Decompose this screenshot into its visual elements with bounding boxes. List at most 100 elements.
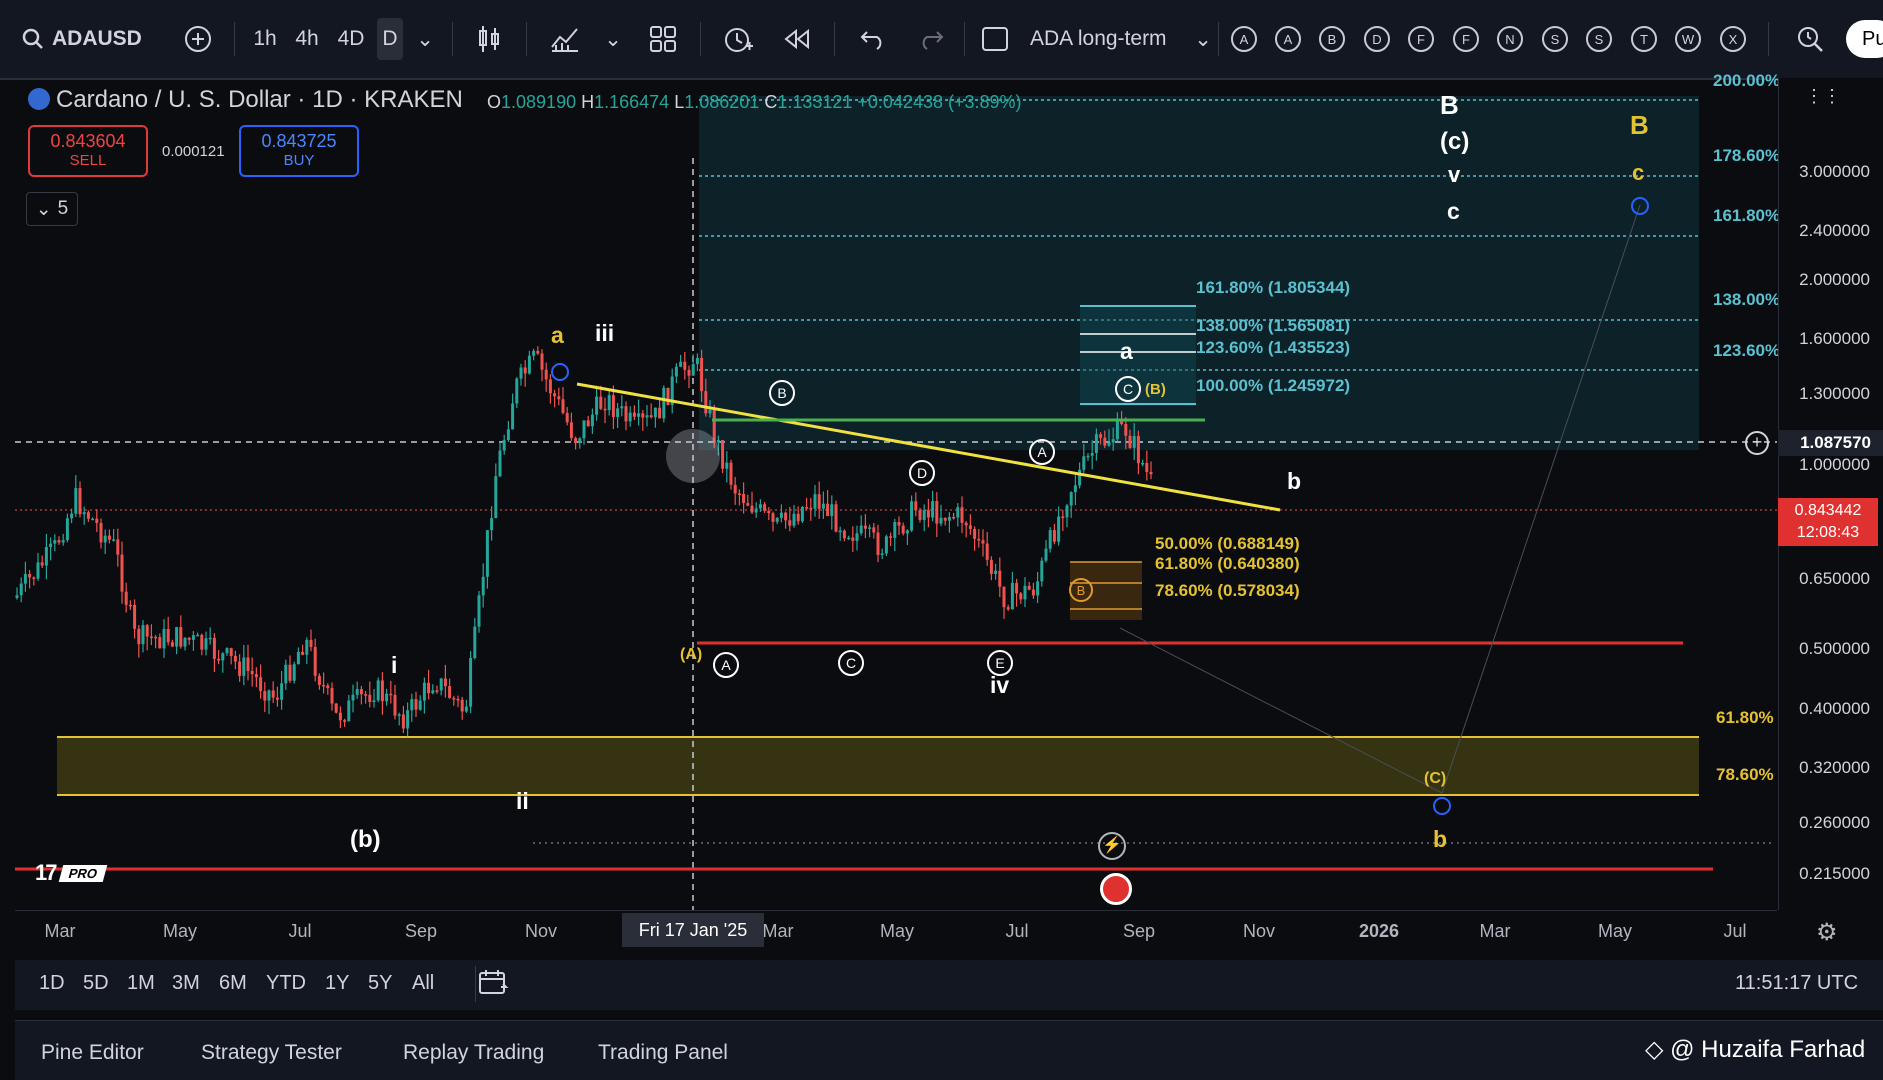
candle-body xyxy=(162,629,166,649)
candle-body xyxy=(1061,516,1065,519)
alert-letter-n[interactable]: N xyxy=(1497,26,1523,52)
change-value: +0.042438 (+3.89%) xyxy=(857,92,1022,112)
range-all[interactable]: All xyxy=(412,972,435,994)
candle-body xyxy=(233,656,237,662)
separator xyxy=(964,22,965,56)
candle-body xyxy=(183,637,187,647)
candle-body xyxy=(813,494,817,509)
interval-dropdown[interactable]: ⌄ xyxy=(410,18,440,60)
add-alert-plus-icon[interactable]: + xyxy=(1745,431,1769,455)
candle-body xyxy=(280,683,284,700)
candle-body xyxy=(368,694,372,702)
indicators-dropdown[interactable]: ⌄ xyxy=(600,18,626,60)
layout-name[interactable]: ADA long-term xyxy=(1030,27,1167,50)
symbol-legend[interactable]: Cardano / U. S. Dollar · 1D · KRAKEN xyxy=(28,86,463,114)
candle-body xyxy=(733,484,737,494)
candle-body xyxy=(481,576,485,596)
candle-body xyxy=(826,503,830,516)
symbol-search[interactable]: ADAUSD xyxy=(22,18,152,60)
range-1y[interactable]: 1Y xyxy=(325,972,350,994)
range-5d[interactable]: 5D xyxy=(83,972,109,994)
candle-body xyxy=(452,698,456,700)
sell-button[interactable]: 0.843604 SELL xyxy=(28,125,148,177)
candle-body xyxy=(1036,581,1040,596)
publish-button[interactable]: Pu xyxy=(1846,20,1883,58)
range-5y[interactable]: 5Y xyxy=(368,972,393,994)
lightning-event-icon[interactable]: ⚡ xyxy=(1098,832,1126,860)
range-ytd[interactable]: YTD xyxy=(266,972,306,994)
alert-letter-d[interactable]: D xyxy=(1364,26,1390,52)
tab-pine-editor[interactable]: Pine Editor xyxy=(41,1041,144,1064)
alert-letter-b[interactable]: B xyxy=(1319,26,1345,52)
candle-body xyxy=(355,689,359,695)
sell-label: SELL xyxy=(69,152,107,169)
candle-body xyxy=(385,693,389,702)
alert-letter-s[interactable]: S xyxy=(1586,26,1612,52)
tab-trading-panel[interactable]: Trading Panel xyxy=(598,1041,728,1064)
candle-body xyxy=(443,678,447,687)
tab-strategy-tester[interactable]: Strategy Tester xyxy=(201,1041,342,1064)
range-1d[interactable]: 1D xyxy=(39,972,65,994)
range-3m[interactable]: 3M xyxy=(172,972,200,994)
fib-label-786: 78.60% (0.578034) xyxy=(1155,581,1300,600)
gear-icon[interactable]: ⚙ xyxy=(1816,919,1838,946)
alert-letter-t[interactable]: T xyxy=(1631,26,1657,52)
candle-body xyxy=(65,518,69,541)
alert-letter-f[interactable]: F xyxy=(1408,26,1434,52)
compare-button[interactable] xyxy=(178,18,218,60)
quick-search-button[interactable] xyxy=(1792,18,1828,60)
scale-settings-icon[interactable]: ⋮⋮ xyxy=(1805,86,1841,106)
candle-body xyxy=(939,517,943,524)
candle-body xyxy=(666,387,670,405)
candle-body xyxy=(960,507,964,523)
price-tick: 0.320000 xyxy=(1799,758,1870,777)
interval-4d[interactable]: 4D xyxy=(337,27,365,50)
candle-body xyxy=(78,488,82,515)
alert-button[interactable] xyxy=(720,18,756,60)
indicators-button[interactable] xyxy=(548,18,582,60)
layout-button[interactable] xyxy=(646,18,680,60)
wave-circle-D: D xyxy=(909,460,935,486)
alert-letter-a[interactable]: A xyxy=(1275,26,1301,52)
fullscreen-toggle[interactable] xyxy=(978,18,1012,60)
tab-replay-trading[interactable]: Replay Trading xyxy=(403,1041,545,1064)
candle-body xyxy=(737,493,741,495)
candle-body xyxy=(884,536,888,554)
price-scale[interactable]: 3.000000 2.400000 2.000000 1.600000 1.30… xyxy=(1778,78,1883,910)
range-1m[interactable]: 1M xyxy=(127,972,155,994)
wave-label-i: i xyxy=(391,652,398,678)
candle-body xyxy=(863,525,867,529)
redo-button[interactable] xyxy=(914,18,948,60)
undo-button[interactable] xyxy=(856,18,890,60)
alert-letter-f[interactable]: F xyxy=(1453,26,1479,52)
layout-dropdown[interactable]: ⌄ xyxy=(1190,18,1216,60)
time-tick: May xyxy=(1597,921,1633,941)
candle-body xyxy=(876,532,880,555)
alert-letter-x[interactable]: X xyxy=(1720,26,1746,52)
interval-4h[interactable]: 4h xyxy=(295,27,319,50)
candle-body xyxy=(1006,607,1010,610)
buy-button[interactable]: 0.843725 BUY xyxy=(239,125,359,177)
interval-1h[interactable]: 1h xyxy=(253,27,277,50)
wave-label-A-paren: (A) xyxy=(680,646,703,663)
wave-label-C-paren-yellow: (C) xyxy=(1424,770,1447,787)
alert-letter-a[interactable]: A xyxy=(1231,26,1257,52)
chart-canvas[interactable] xyxy=(15,78,1777,910)
replay-button[interactable] xyxy=(780,18,814,60)
candle-body xyxy=(901,525,905,534)
candle-body xyxy=(548,379,552,394)
date-range-button[interactable] xyxy=(477,968,509,1003)
chart-type-button[interactable] xyxy=(474,18,506,60)
utc-clock[interactable]: 11:51:17 UTC xyxy=(1735,972,1859,994)
candle-body xyxy=(994,570,998,574)
fib-label-618: 61.80% (0.640380) xyxy=(1155,554,1300,573)
us-flag-event-icon[interactable] xyxy=(1100,873,1132,905)
time-axis[interactable]: Mar May Jul Sep Nov Mar May Jul Sep Nov … xyxy=(15,910,1777,951)
range-6m[interactable]: 6M xyxy=(219,972,247,994)
interval-d[interactable]: D xyxy=(377,18,403,60)
alert-letter-w[interactable]: W xyxy=(1675,26,1701,52)
alert-letter-s[interactable]: S xyxy=(1542,26,1568,52)
indicators-collapse-toggle[interactable]: ⌄ 5 xyxy=(26,192,78,226)
candle-body xyxy=(238,661,242,676)
candle-body xyxy=(1002,586,1006,608)
